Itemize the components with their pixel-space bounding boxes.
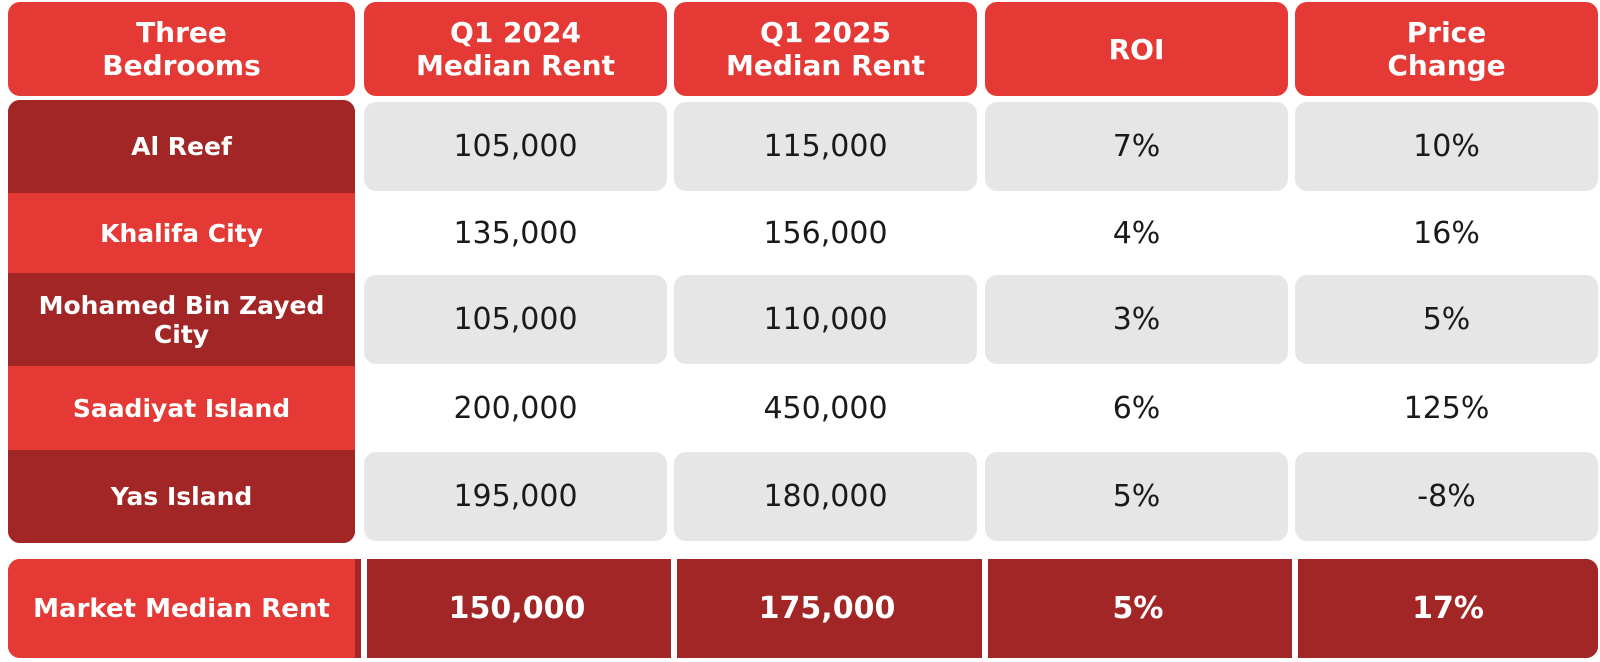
total-cell-text: 17% [1412,591,1484,626]
data-cell: 4% [985,195,1288,271]
header-cell-text: Q1 2024 Median Rent [416,16,615,82]
data-cell-text: 16% [1413,215,1480,251]
data-cell: 125% [1295,368,1598,448]
total-cell-text: 150,000 [448,591,586,626]
row-label: Mohamed Bin Zayed City [8,273,355,366]
header-cell: Q1 2025 Median Rent [674,2,977,96]
row-label-text: Al Reef [131,132,232,161]
data-cell: 115,000 [674,102,977,191]
data-cell-text: 105,000 [453,129,578,164]
data-cell: 7% [985,102,1288,191]
row-label-text: Khalifa City [100,218,263,248]
data-cell: 3% [985,275,1288,364]
data-cell: 5% [1295,275,1598,364]
data-cell-text: 7% [1112,129,1161,164]
data-cell-text: 195,000 [453,479,578,514]
total-cell-text: Market Median Rent [33,593,330,624]
data-cell-text: 450,000 [763,390,888,426]
header-cell-text: Q1 2025 Median Rent [726,16,925,82]
data-cell-text: 6% [1112,390,1161,426]
data-cell: -8% [1295,452,1598,541]
total-cell: Market Median Rent [8,559,355,658]
data-cell: 10% [1295,102,1598,191]
header-cell-text: Three Bedrooms [102,16,261,82]
data-cell-text: 110,000 [763,302,888,337]
data-cell-text: 5% [1422,302,1471,337]
row-label: Khalifa City [8,193,355,273]
data-cell-text: 4% [1112,215,1161,251]
data-cell: 135,000 [364,195,667,271]
data-cell-text: 3% [1112,302,1161,337]
data-cell: 156,000 [674,195,977,271]
header-cell: ROI [985,2,1288,96]
data-cell-text: 156,000 [763,215,888,251]
data-cell: 6% [985,368,1288,448]
total-cell: 17% [1292,559,1598,658]
header-cell: Q1 2024 Median Rent [364,2,667,96]
data-cell: 105,000 [364,102,667,191]
row-label: Saadiyat Island [8,366,355,450]
data-cell-text: 105,000 [453,302,578,337]
row-label-text: Mohamed Bin Zayed City [38,290,325,349]
data-cell-text: 125% [1403,390,1490,426]
row-label-text: Saadiyat Island [72,393,291,423]
total-cell-text: 175,000 [758,591,896,626]
row-label-text: Yas Island [110,482,253,511]
total-cell: 5% [982,559,1288,658]
row-label: Yas Island [8,450,355,543]
data-cell-text: -8% [1417,479,1476,514]
data-cell-text: 180,000 [763,479,888,514]
header-cell-text: ROI [1108,32,1165,66]
total-cell: 175,000 [671,559,977,658]
data-cell: 110,000 [674,275,977,364]
data-cell: 16% [1295,195,1598,271]
header-cell: Price Change [1295,2,1598,96]
header-cell-text: Price Change [1387,16,1506,82]
data-cell-text: 200,000 [453,390,578,426]
data-cell: 200,000 [364,368,667,448]
data-cell: 195,000 [364,452,667,541]
data-cell: 5% [985,452,1288,541]
data-cell: 105,000 [364,275,667,364]
data-cell-text: 135,000 [453,215,578,251]
data-cell-text: 5% [1112,479,1161,514]
row-label: Al Reef [8,100,355,193]
data-cell-text: 115,000 [763,129,888,164]
data-cell: 450,000 [674,368,977,448]
data-cell: 180,000 [674,452,977,541]
header-cell: Three Bedrooms [8,2,355,96]
total-cell: 150,000 [361,559,667,658]
data-cell-text: 10% [1413,129,1480,164]
total-cell-text: 5% [1112,591,1164,626]
